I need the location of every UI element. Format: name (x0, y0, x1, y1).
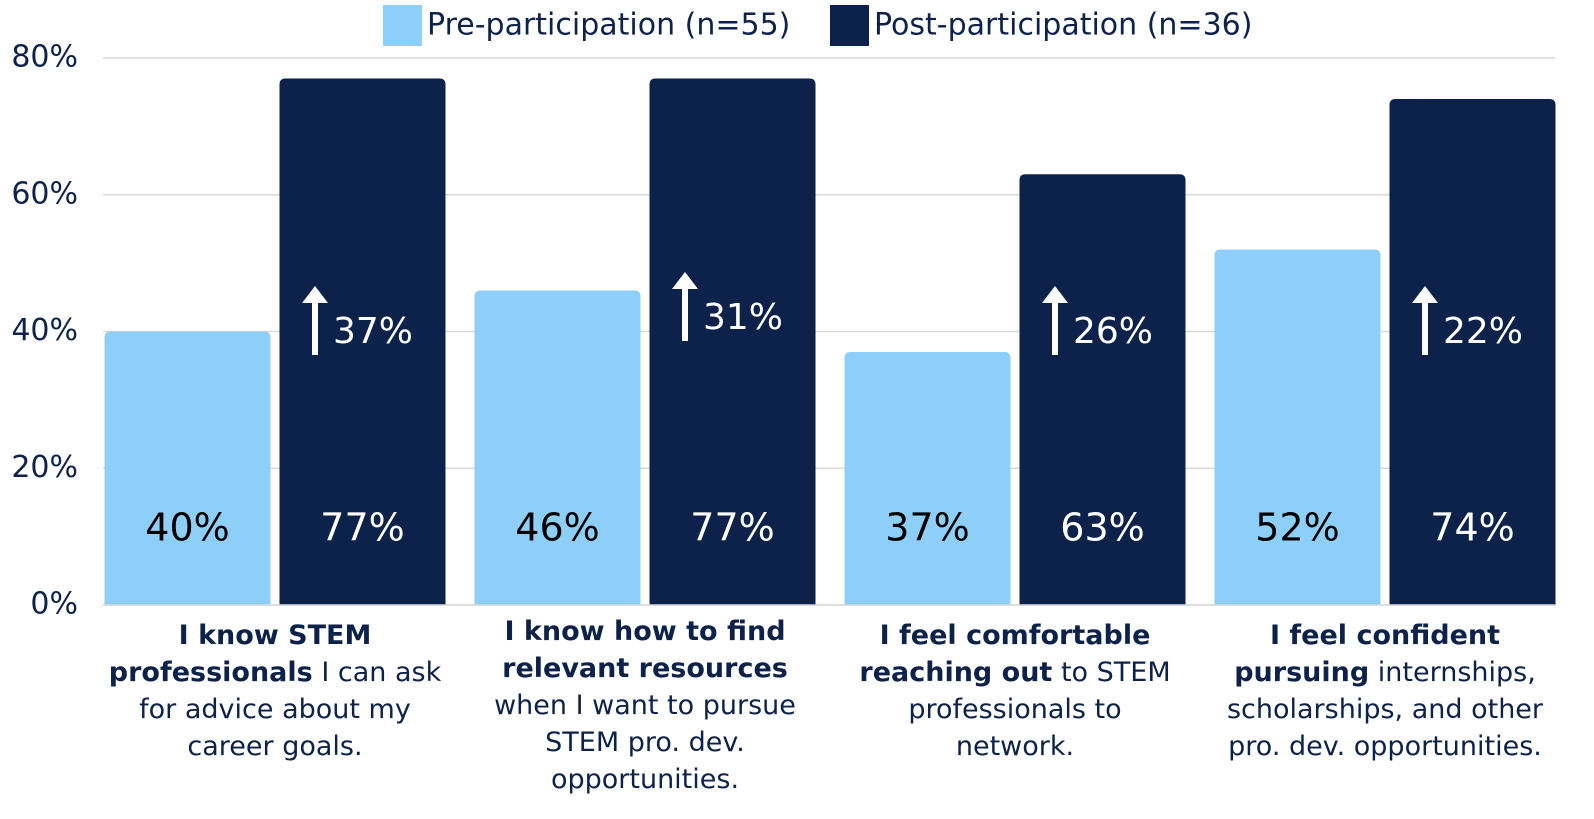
value-label: 37% (885, 506, 969, 550)
x-tick-label-bold: I feel comfortable reaching out (859, 620, 1151, 688)
bar (844, 352, 1011, 605)
x-tick-label-bold: I know STEM professionals (108, 620, 372, 688)
annotation: 31% (703, 297, 783, 338)
y-tick-label: 60% (11, 176, 78, 211)
annotation: 22% (1443, 311, 1523, 352)
x-tick-label: I feel confident pursuing internships, s… (1215, 617, 1555, 765)
x-tick-label-rest: internships, scholarships, and other pro… (1226, 657, 1544, 762)
x-tick-label-rest: to STEM professionals to network. (908, 657, 1171, 762)
bar (1214, 249, 1381, 605)
x-tick-label: I know how to find relevant resources wh… (475, 613, 815, 798)
bar (649, 78, 816, 605)
arrow-head (1412, 286, 1438, 303)
arrow-head (302, 286, 328, 303)
y-tick-label: 0% (30, 587, 78, 622)
value-label: 63% (1060, 506, 1144, 550)
annotation: 37% (333, 311, 413, 352)
value-label: 74% (1430, 506, 1514, 550)
legend-swatch (830, 5, 869, 46)
arrow-head (672, 272, 698, 289)
x-tick-label: I feel comfortable reaching out to STEM … (845, 617, 1185, 765)
value-label: 40% (145, 506, 229, 550)
bar (1389, 99, 1556, 606)
y-tick-label: 40% (11, 313, 78, 348)
y-tick-label: 20% (11, 450, 78, 485)
y-tick-label: 80% (11, 40, 78, 75)
x-tick-label-bold: I know how to find relevant resources (502, 616, 788, 684)
x-tick-label: I know STEM professionals I can ask for … (105, 617, 445, 765)
legend-label: Pre-participation (n=55) (427, 8, 790, 43)
annotation: 26% (1073, 311, 1153, 352)
value-label: 52% (1255, 506, 1339, 550)
legend-swatch (383, 5, 422, 46)
bar (474, 290, 641, 605)
legend-label: Post-participation (n=36) (874, 8, 1252, 43)
x-tick-label-bold: I feel confident pursuing (1234, 620, 1501, 688)
value-label: 77% (320, 506, 404, 550)
value-label: 77% (690, 506, 774, 550)
bar (104, 331, 271, 605)
value-label: 46% (515, 506, 599, 550)
bar (279, 78, 446, 605)
x-tick-label-rest: when I want to pursue STEM pro. dev. opp… (494, 690, 796, 795)
arrow-head (1042, 286, 1068, 303)
x-tick-label-rest: I can ask for advice about my career goa… (139, 657, 442, 762)
bar (1019, 174, 1186, 606)
